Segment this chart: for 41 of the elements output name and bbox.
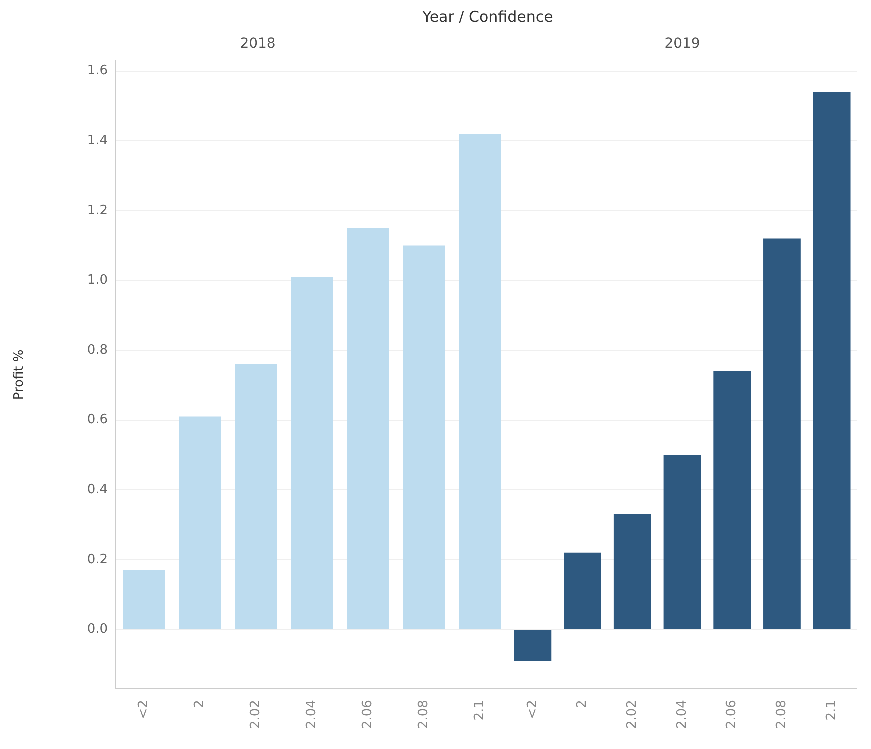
bar bbox=[123, 570, 165, 630]
x-tick-label: 2.08 bbox=[774, 700, 790, 730]
y-tick-label: 0.8 bbox=[87, 342, 108, 358]
bar bbox=[764, 238, 801, 630]
x-tick-label: 2.02 bbox=[625, 700, 640, 730]
bar bbox=[235, 364, 277, 630]
bar bbox=[179, 416, 221, 630]
bar bbox=[347, 228, 389, 630]
bar bbox=[291, 277, 333, 630]
x-tick-label: <2 bbox=[136, 700, 152, 720]
chart-title: 2018 bbox=[240, 36, 276, 52]
bar bbox=[614, 514, 652, 630]
x-tick-label: 2.1 bbox=[824, 700, 840, 721]
y-tick-label: 0.4 bbox=[87, 482, 108, 498]
text: Year / Confidence bbox=[422, 8, 554, 28]
x-tick-label: <2 bbox=[525, 700, 540, 720]
x-tick-label: 2.04 bbox=[674, 700, 690, 730]
x-tick-label: 2.08 bbox=[416, 700, 432, 730]
x-tick-label: 2 bbox=[192, 700, 208, 708]
chart-title: 2019 bbox=[664, 36, 700, 52]
x-tick-label: 2.04 bbox=[304, 700, 320, 730]
bar bbox=[564, 552, 602, 630]
bar bbox=[459, 134, 501, 630]
y-tick-label: 0.0 bbox=[87, 622, 108, 638]
bar bbox=[664, 455, 702, 630]
x-tick-label: 2 bbox=[575, 700, 590, 708]
bar bbox=[813, 92, 851, 630]
y-tick-label: 0.6 bbox=[87, 412, 108, 428]
x-tick-label: 2.06 bbox=[724, 700, 740, 730]
y-tick-label: 1.2 bbox=[87, 203, 108, 218]
bar bbox=[514, 630, 552, 662]
bar bbox=[403, 246, 445, 630]
y-tick-label: 1.0 bbox=[87, 273, 108, 288]
y-tick-label: 1.6 bbox=[87, 64, 108, 79]
y-tick-label: 1.4 bbox=[87, 133, 108, 148]
y-tick-label: 0.2 bbox=[87, 552, 108, 568]
x-tick-label: 2.02 bbox=[248, 700, 264, 730]
bar bbox=[714, 371, 752, 630]
y-axis-title: Profit % bbox=[12, 350, 28, 400]
x-tick-label: 2.06 bbox=[360, 700, 376, 730]
x-tick-label: 2.1 bbox=[472, 700, 488, 721]
